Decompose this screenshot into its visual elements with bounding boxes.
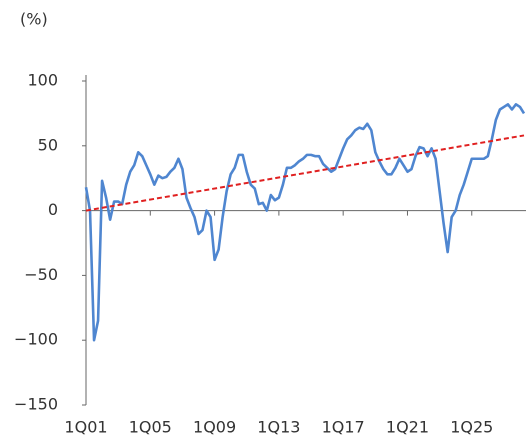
x-tick-label: 1Q21 <box>386 418 429 437</box>
y-tick-label: −50 <box>24 265 58 284</box>
y-tick-label: 50 <box>38 135 58 154</box>
x-tick-label: 1Q13 <box>257 418 300 437</box>
trend-line <box>85 134 525 212</box>
y-tick-label: 100 <box>27 71 58 90</box>
x-tick-label: 1Q17 <box>322 418 365 437</box>
data-line <box>84 103 526 342</box>
y-tick-label: −150 <box>14 395 58 414</box>
x-tick-label: 1Q05 <box>129 418 172 437</box>
x-tick-label: 1Q01 <box>64 418 107 437</box>
y-tick-label: −100 <box>14 330 58 349</box>
y-unit-label: (%) <box>20 10 48 29</box>
y-tick-label: 0 <box>48 200 58 219</box>
x-tick-label: 1Q09 <box>193 418 236 437</box>
x-tick-label: 1Q25 <box>450 418 493 437</box>
